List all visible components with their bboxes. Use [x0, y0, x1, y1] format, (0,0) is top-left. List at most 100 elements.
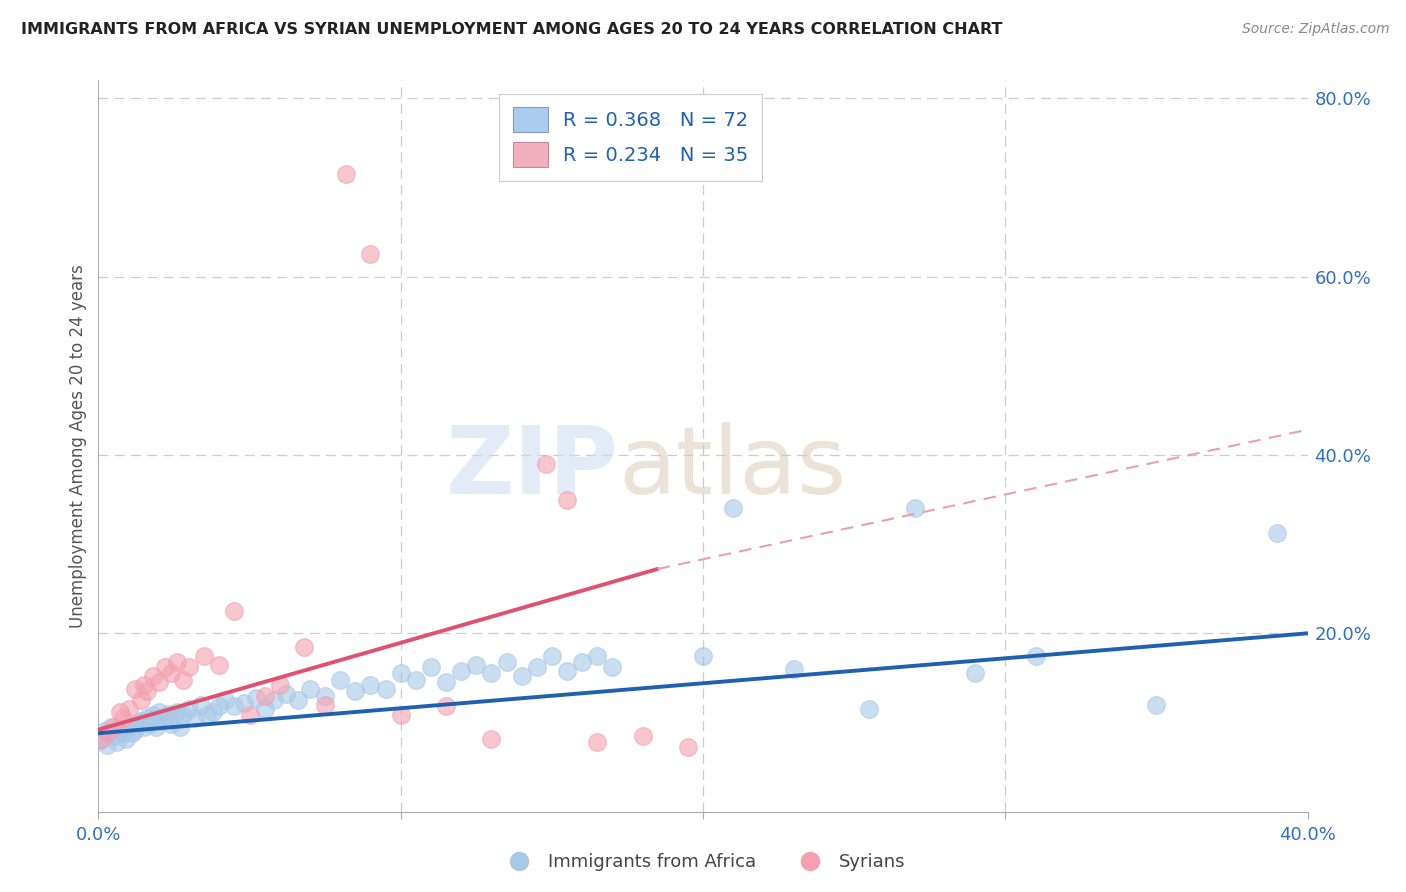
Point [179, 702, 201, 716]
Point [287, 693, 309, 707]
Point [329, 673, 352, 687]
Point [100, 720, 122, 734]
Point [904, 501, 927, 516]
Point [450, 664, 472, 678]
Point [263, 693, 285, 707]
Point [481, 666, 503, 681]
Point [160, 717, 183, 731]
Point [374, 681, 396, 696]
Point [127, 717, 149, 731]
Y-axis label: Unemployment Among Ages 20 to 24 years: Unemployment Among Ages 20 to 24 years [69, 264, 87, 628]
Point [224, 604, 246, 618]
Point [858, 702, 880, 716]
Point [93, 724, 115, 739]
Text: ZIP: ZIP [446, 422, 619, 514]
Point [360, 247, 382, 261]
Point [121, 726, 143, 740]
Point [90, 731, 112, 746]
Point [602, 660, 624, 674]
Point [208, 657, 231, 672]
Point [555, 664, 578, 678]
Point [129, 693, 152, 707]
Point [124, 681, 146, 696]
Point [166, 705, 188, 719]
Point [510, 669, 533, 683]
Point [586, 648, 609, 663]
Point [1267, 526, 1289, 541]
Point [292, 640, 315, 654]
Point [389, 708, 412, 723]
Point [586, 735, 609, 749]
Point [232, 696, 254, 710]
Point [132, 720, 155, 734]
Point [465, 657, 488, 672]
Point [723, 501, 745, 516]
Point [239, 708, 262, 723]
Point [571, 655, 593, 669]
Point [132, 678, 155, 692]
Point [269, 678, 291, 692]
Point [114, 731, 136, 746]
Point [420, 660, 443, 674]
Point [253, 702, 276, 716]
Text: atlas: atlas [619, 422, 846, 514]
Point [108, 705, 131, 719]
Point [299, 681, 322, 696]
Point [103, 729, 125, 743]
Point [631, 729, 654, 743]
Point [224, 699, 246, 714]
Point [156, 706, 179, 721]
Point [169, 720, 191, 734]
Point [124, 723, 146, 737]
Point [153, 711, 176, 725]
Point [105, 735, 128, 749]
Point [555, 492, 578, 507]
Point [208, 699, 231, 714]
Point [118, 702, 141, 716]
Point [166, 655, 188, 669]
Point [540, 648, 562, 663]
Point [193, 648, 215, 663]
Point [335, 167, 357, 181]
Point [103, 720, 125, 734]
Point [481, 731, 503, 746]
Point [434, 675, 457, 690]
Point [150, 714, 173, 728]
Point [139, 717, 162, 731]
Text: IMMIGRANTS FROM AFRICA VS SYRIAN UNEMPLOYMENT AMONG AGES 20 TO 24 YEARS CORRELAT: IMMIGRANTS FROM AFRICA VS SYRIAN UNEMPLO… [21, 22, 1002, 37]
Point [526, 660, 548, 674]
Point [135, 684, 157, 698]
Point [245, 690, 267, 705]
Point [534, 457, 557, 471]
Point [344, 684, 367, 698]
Point [495, 655, 517, 669]
Point [118, 720, 141, 734]
Point [96, 738, 118, 752]
Point [676, 740, 699, 755]
Point [90, 733, 112, 747]
Point [1144, 698, 1167, 712]
Point [783, 662, 806, 676]
Point [1024, 648, 1046, 663]
Point [142, 708, 165, 723]
Point [129, 714, 152, 728]
Point [163, 708, 186, 723]
Point [148, 705, 170, 719]
Point [172, 708, 194, 723]
Point [111, 711, 134, 725]
Point [160, 666, 183, 681]
Point [314, 698, 336, 712]
Point [692, 648, 714, 663]
Point [96, 726, 118, 740]
Point [179, 660, 201, 674]
Point [434, 699, 457, 714]
Point [142, 669, 165, 683]
Point [184, 711, 207, 725]
Point [135, 711, 157, 725]
Legend: Immigrants from Africa, Syrians: Immigrants from Africa, Syrians [494, 847, 912, 879]
Text: Source: ZipAtlas.com: Source: ZipAtlas.com [1241, 22, 1389, 37]
Point [202, 705, 225, 719]
Point [389, 666, 412, 681]
Point [108, 723, 131, 737]
Point [145, 720, 167, 734]
